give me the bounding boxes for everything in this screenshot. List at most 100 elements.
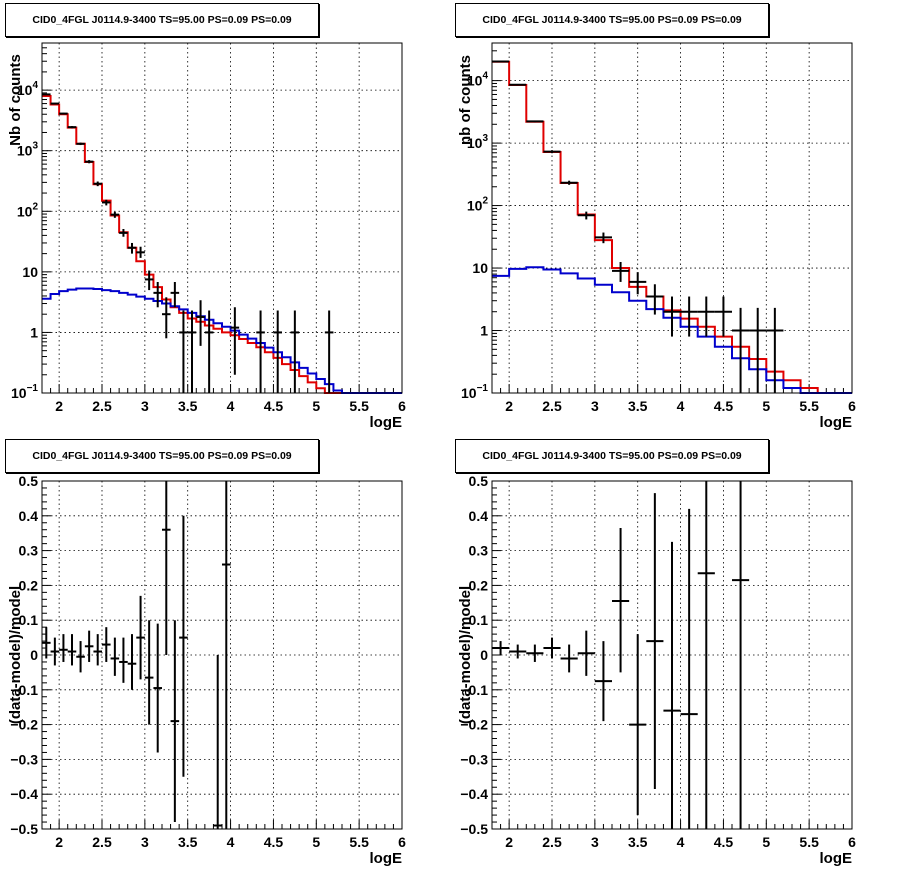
data-point — [84, 630, 94, 662]
x-tick-label: 2 — [55, 398, 63, 414]
data-point — [59, 634, 68, 662]
y-axis-title: Nb of counts — [7, 54, 24, 146]
y-tick-label: 102 — [17, 201, 39, 219]
x-tick-label: 5 — [762, 398, 770, 414]
data-point — [543, 150, 561, 154]
x-tick-label: 4 — [677, 834, 685, 850]
chart-panel-2: 2 2.5 3 3.5 4 4.5 5 5.5 6 10−1 1 10 102 103 104 logE nb … — [457, 42, 856, 431]
x-tick-label: 3 — [141, 398, 149, 414]
y-tick-label: 10 — [472, 260, 488, 276]
data-point — [93, 634, 102, 666]
y-tick-label: 1 — [480, 323, 488, 339]
data-point — [110, 637, 120, 676]
x-tick-label: 6 — [848, 398, 856, 414]
data-point — [50, 637, 60, 666]
data-point — [230, 307, 240, 375]
data-point — [543, 637, 561, 659]
data-point — [42, 93, 51, 96]
data-point — [213, 655, 222, 829]
data-point — [136, 246, 145, 258]
data-point — [196, 300, 205, 346]
chart-title: CID0_4FGL J0114.9-3400 TS=95.00 PS=0.09 … — [455, 439, 769, 473]
data-point — [492, 641, 510, 655]
data-point — [594, 641, 612, 722]
data-point — [127, 242, 137, 254]
data-points — [492, 481, 750, 829]
x-tick-label: 5.5 — [349, 398, 369, 414]
x-tick-label: 2 — [505, 834, 513, 850]
data-point — [697, 481, 715, 829]
data-point — [594, 232, 612, 244]
data-point — [119, 228, 128, 237]
y-tick-label: 10 — [22, 264, 38, 280]
data-point — [714, 296, 732, 337]
data-point — [76, 142, 85, 146]
y-tick-label: −0.2 — [10, 717, 38, 733]
data-point — [766, 307, 784, 393]
data-point — [324, 310, 334, 393]
x-tick-label: 3 — [141, 834, 149, 850]
y-tick-label: 0.5 — [19, 473, 39, 489]
x-tick-label: 5.5 — [799, 398, 819, 414]
data-point — [119, 637, 128, 683]
model-total-step — [492, 60, 852, 394]
y-tick-label: −0.4 — [10, 786, 38, 802]
y-tick-label: −0.2 — [460, 717, 488, 733]
data-point — [162, 297, 171, 339]
data-point — [732, 481, 750, 829]
y-axis-title: (data-model)/model — [7, 586, 24, 724]
data-point — [136, 595, 145, 680]
data-point — [187, 310, 197, 393]
y-tick-label: 104 — [17, 80, 39, 98]
data-point — [526, 644, 544, 662]
y-tick-label: −0.1 — [460, 682, 488, 698]
data-points — [492, 60, 784, 393]
y-tick-label: 0.2 — [19, 577, 39, 593]
data-point — [612, 527, 630, 673]
x-tick-label: 4 — [677, 398, 685, 414]
data-point — [629, 634, 647, 816]
chart-panel-1: 2 2.5 3 3.5 4 4.5 5 5.5 6 10−1 1 10 102 103 104 logE Nb … — [7, 42, 406, 431]
data-point — [577, 630, 595, 676]
x-axis-title: logE — [820, 414, 853, 431]
y-tick-label: 0.4 — [469, 508, 489, 524]
x-tick-label: 4.5 — [264, 834, 284, 850]
x-tick-label: 3.5 — [628, 398, 648, 414]
data-point — [84, 160, 94, 164]
data-point — [170, 620, 180, 823]
data-point — [42, 627, 51, 659]
data-point — [273, 310, 282, 393]
x-tick-label: 2.5 — [542, 834, 562, 850]
y-tick-label: −0.3 — [10, 751, 38, 767]
data-point — [179, 515, 188, 777]
y-tick-label: 10−1 — [461, 383, 488, 401]
plot-frame — [41, 42, 403, 394]
data-point — [577, 211, 595, 220]
x-tick-label: 2 — [505, 398, 513, 414]
y-tick-label: 0.1 — [469, 612, 489, 628]
data-point — [697, 296, 715, 337]
data-point — [102, 627, 111, 662]
chart-title: CID0_4FGL J0114.9-3400 TS=95.00 PS=0.09 … — [5, 3, 319, 37]
chart-title: CID0_4FGL J0114.9-3400 TS=95.00 PS=0.09 … — [455, 3, 769, 37]
data-point — [612, 261, 630, 282]
data-point — [749, 307, 767, 393]
data-point — [76, 641, 85, 673]
y-tick-label: 0.4 — [19, 508, 39, 524]
chart-panel-4: 2 2.5 3 3.5 4 4.5 5 5.5 6 0.5 0.4 0.3 0.2 0.1 0 −0.1 −0.… — [457, 473, 856, 867]
x-tick-label: 3.5 — [178, 398, 198, 414]
data-point — [153, 623, 162, 753]
data-point — [59, 112, 68, 115]
y-tick-label: 102 — [467, 196, 489, 214]
y-tick-label: 103 — [17, 141, 39, 159]
y-tick-label: 1 — [30, 324, 38, 340]
grid — [492, 43, 852, 393]
data-point — [222, 481, 231, 829]
y-axis-title: nb of counts — [457, 55, 474, 145]
data-point — [127, 634, 137, 690]
data-point — [560, 644, 578, 673]
x-tick-label: 6 — [398, 398, 406, 414]
x-tick-label: 2.5 — [542, 398, 562, 414]
x-tick-label: 6 — [848, 834, 856, 850]
x-tick-label: 2 — [55, 834, 63, 850]
